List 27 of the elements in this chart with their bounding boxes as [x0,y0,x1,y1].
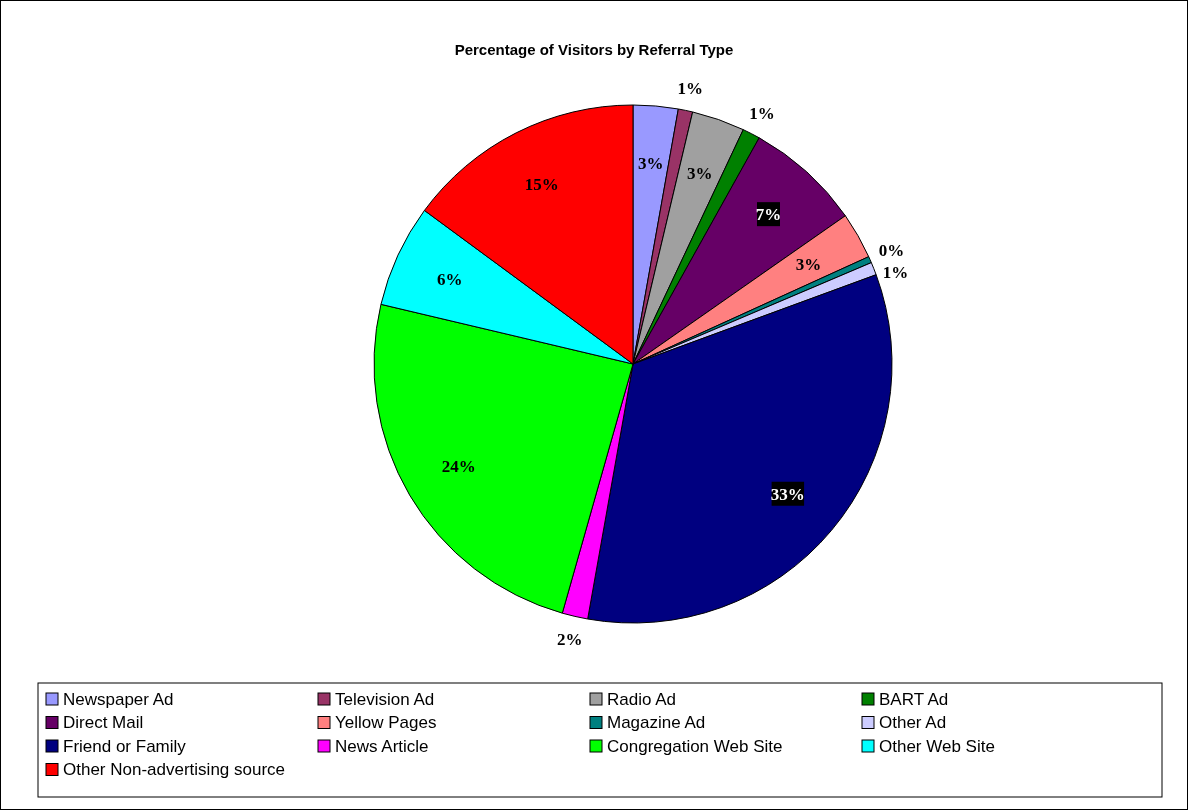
data-label: 7% [755,205,782,225]
data-label: 33% [770,484,805,504]
data-label: 1% [677,78,703,98]
legend-label: Newspaper Ad [63,689,174,709]
legend-label: Friend or Family [63,736,187,756]
data-label: 3% [795,254,822,274]
legend-label: Magazine Ad [607,713,706,733]
legend-label: Yellow Pages [335,713,437,733]
legend-label: Television Ad [335,689,435,709]
legend-label: BART Ad [879,689,949,709]
legend-label: Congregation Web Site [607,736,783,756]
data-label: 3% [686,164,713,184]
data-label: 2% [556,630,583,650]
legend-label: News Article [335,736,429,756]
legend-label: Direct Mail [63,713,144,733]
legend-label: Other Ad [879,713,947,733]
chart-title: Percentage of Visitors by Referral Type [454,41,734,58]
data-label: 15% [524,174,559,194]
data-label: 1% [749,103,775,123]
legend-label: Other Web Site [879,736,995,756]
data-label: 24% [441,457,476,477]
data-label: 1% [882,263,909,283]
data-label: 6% [436,270,463,290]
data-label: 3% [638,153,664,173]
legend-label: Radio Ad [607,689,676,709]
legend-label: Other Non-advertising source [63,760,286,780]
data-label: 0% [878,241,905,261]
